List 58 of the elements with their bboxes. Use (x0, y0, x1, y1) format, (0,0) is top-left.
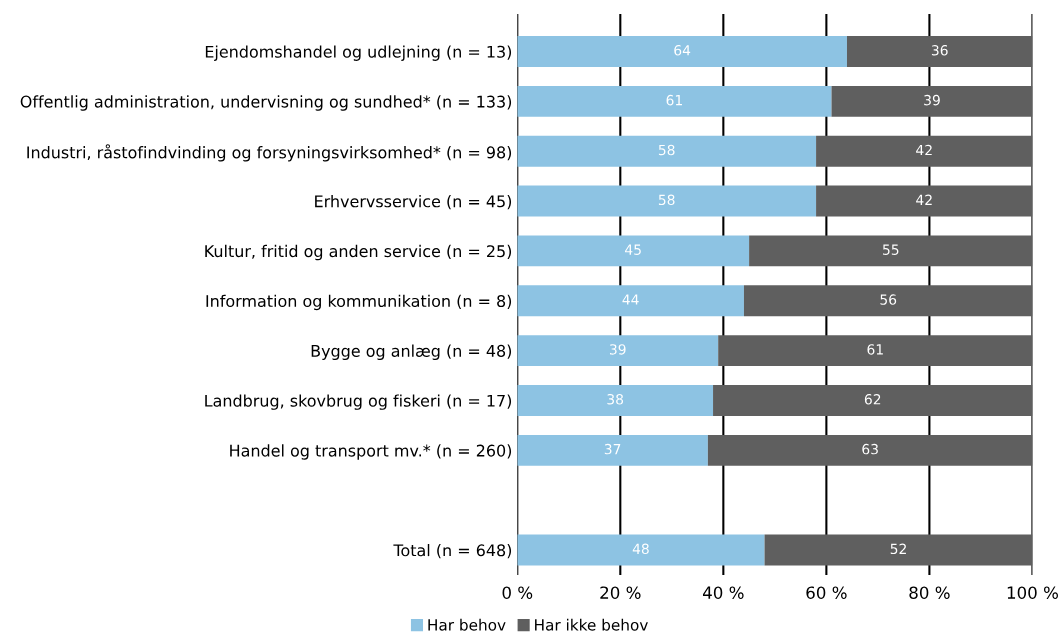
data-label: 58 (658, 194, 675, 206)
data-label: 39 (609, 344, 626, 355)
bar (517, 335, 719, 367)
y-tick-label: Erhvervsservice (n = 45) (315, 194, 512, 210)
x-tick-label: 20 % (600, 586, 641, 599)
legend-label: Har behov (428, 618, 506, 631)
data-label: 64 (674, 45, 691, 56)
data-label: 42 (916, 144, 932, 156)
y-tick-label: Ejendomshandel og udlejning (n = 13) (205, 45, 512, 61)
bar (743, 285, 1033, 317)
bar (517, 135, 817, 167)
bar (816, 135, 1033, 167)
bar (517, 36, 847, 67)
x-tick-label: 80 % (909, 586, 950, 599)
bar (816, 185, 1033, 217)
data-label: 62 (864, 394, 881, 405)
data-label: 44 (622, 294, 639, 305)
y-tick-label: Landbrug, skovbrug og fiskeri (n = 17) (205, 394, 512, 410)
bar (517, 434, 708, 466)
bar (764, 534, 1033, 566)
x-tick-label: 40 % (702, 586, 744, 599)
y-tick-label: Information og kommunikation (n = 8) (206, 294, 512, 311)
bar (517, 385, 714, 416)
data-label: 52 (890, 543, 906, 555)
y-tick-label: Handel og transport mv.* (n = 260) (230, 444, 512, 460)
x-tick-label: 60 % (806, 586, 847, 599)
y-tick-label: Bygge og anlæg (n = 48) (311, 344, 512, 361)
y-tick-label: Offentlig administration, undervisning og sundhed* (n = 133) (20, 95, 512, 111)
data-label: 45 (625, 244, 641, 255)
bar (749, 235, 1033, 267)
y-tick-label: Industri, råstofindvinding og forsyningsvirksomhed* (n = 98) (27, 144, 512, 162)
legend-label: Har ikke behov (535, 618, 648, 631)
data-label: 48 (632, 543, 649, 555)
bar (517, 285, 744, 317)
bar (517, 534, 765, 566)
bar (846, 36, 1033, 67)
bar (517, 185, 817, 217)
y-tick-label: Kultur, fritid og anden service (n = 25) (205, 244, 512, 261)
data-label: 42 (916, 194, 932, 205)
data-label: 36 (931, 45, 948, 56)
data-label: 55 (883, 244, 899, 255)
data-label: 63 (862, 443, 878, 455)
data-label: 39 (924, 94, 940, 106)
data-label: 61 (666, 94, 682, 106)
bar (713, 385, 1033, 416)
bar (831, 85, 1033, 117)
bar (517, 85, 832, 117)
data-label: 37 (604, 443, 621, 455)
bar (517, 235, 750, 267)
bar (718, 335, 1033, 367)
y-tick-label: Total (n = 648) (393, 543, 512, 559)
data-label: 56 (880, 294, 897, 305)
bar (707, 434, 1033, 466)
data-label: 38 (607, 394, 624, 405)
x-tick-label: 100 % (1007, 586, 1058, 599)
data-label: 61 (867, 344, 883, 355)
data-label: 58 (658, 144, 675, 156)
x-tick-label: 0 % (502, 586, 533, 599)
